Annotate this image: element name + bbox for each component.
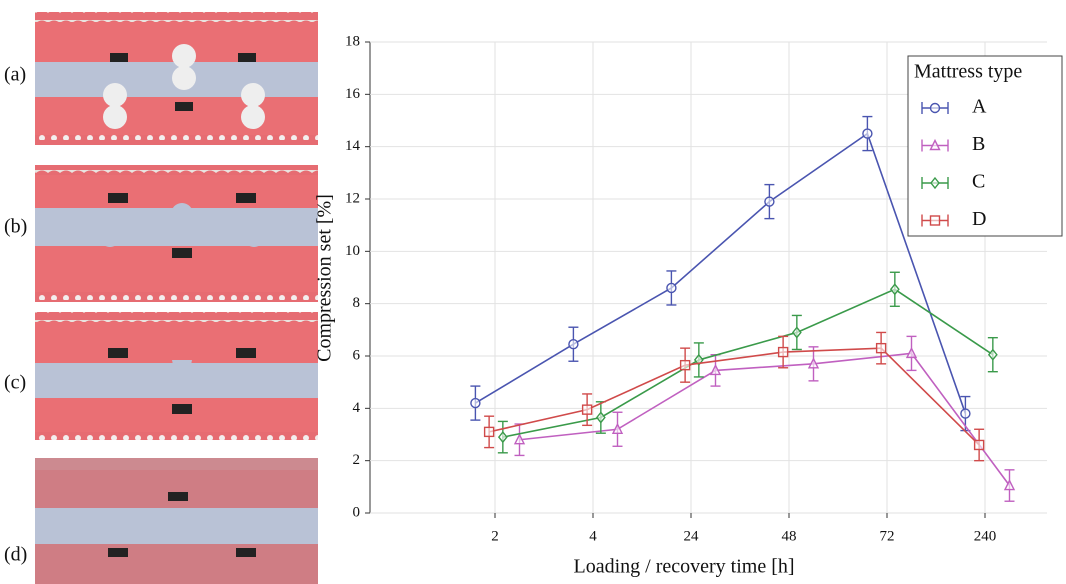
marker bbox=[807, 357, 820, 369]
marker bbox=[581, 404, 593, 415]
marker bbox=[679, 359, 691, 371]
y-tick-label: 8 bbox=[353, 295, 361, 311]
marker bbox=[709, 363, 722, 376]
y-tick-label: 4 bbox=[353, 400, 361, 416]
marker bbox=[862, 128, 873, 139]
x-tick-label: 240 bbox=[974, 528, 997, 544]
marker bbox=[905, 346, 918, 359]
marker bbox=[568, 339, 579, 350]
image-label: (d) bbox=[4, 544, 27, 566]
marker bbox=[497, 430, 508, 444]
marker bbox=[791, 326, 802, 339]
marker bbox=[973, 439, 985, 451]
marker bbox=[1003, 478, 1016, 491]
y-tick-label: 6 bbox=[353, 347, 361, 363]
x-tick-label: 24 bbox=[684, 528, 700, 544]
marker bbox=[666, 282, 677, 294]
x-tick-label: 4 bbox=[589, 528, 597, 544]
photo-a bbox=[35, 12, 318, 145]
series-line bbox=[488, 347, 980, 446]
x-tick-label: 48 bbox=[782, 528, 797, 544]
marker bbox=[611, 422, 624, 434]
marker bbox=[929, 102, 941, 114]
legend-title: Mattress type bbox=[914, 61, 1022, 83]
marker bbox=[595, 411, 606, 424]
y-tick-label: 10 bbox=[345, 243, 360, 259]
y-axis-label: Compression set [%] bbox=[314, 194, 336, 362]
marker bbox=[889, 283, 900, 296]
y-tick-label: 14 bbox=[345, 138, 361, 154]
marker bbox=[513, 433, 526, 445]
y-tick-label: 16 bbox=[345, 86, 361, 102]
y-tick-label: 18 bbox=[345, 33, 360, 49]
legend-label: C bbox=[972, 171, 985, 193]
legend-label: B bbox=[972, 133, 985, 155]
y-tick-label: 12 bbox=[345, 190, 360, 206]
photo-d bbox=[35, 458, 318, 584]
marker bbox=[987, 348, 998, 361]
photo-c bbox=[35, 312, 318, 440]
legend-label: D bbox=[972, 208, 986, 230]
image-label: (a) bbox=[4, 64, 26, 86]
marker bbox=[875, 342, 887, 354]
series-line bbox=[502, 288, 994, 438]
marker bbox=[483, 426, 495, 438]
marker bbox=[930, 176, 940, 190]
y-tick-label: 2 bbox=[353, 452, 361, 468]
marker bbox=[764, 196, 775, 207]
marker bbox=[960, 408, 971, 419]
x-axis-label: Loading / recovery time [h] bbox=[573, 556, 794, 578]
marker bbox=[929, 138, 941, 151]
x-tick-label: 2 bbox=[491, 528, 499, 544]
marker bbox=[470, 397, 481, 409]
marker bbox=[929, 215, 941, 226]
legend-label: A bbox=[972, 96, 987, 118]
image-label: (c) bbox=[4, 372, 26, 394]
y-tick-label: 0 bbox=[353, 504, 361, 520]
photo-b bbox=[35, 165, 318, 302]
x-tick-label: 72 bbox=[880, 528, 895, 544]
marker bbox=[777, 346, 789, 358]
image-label: (b) bbox=[4, 216, 27, 238]
series-line bbox=[474, 132, 967, 414]
